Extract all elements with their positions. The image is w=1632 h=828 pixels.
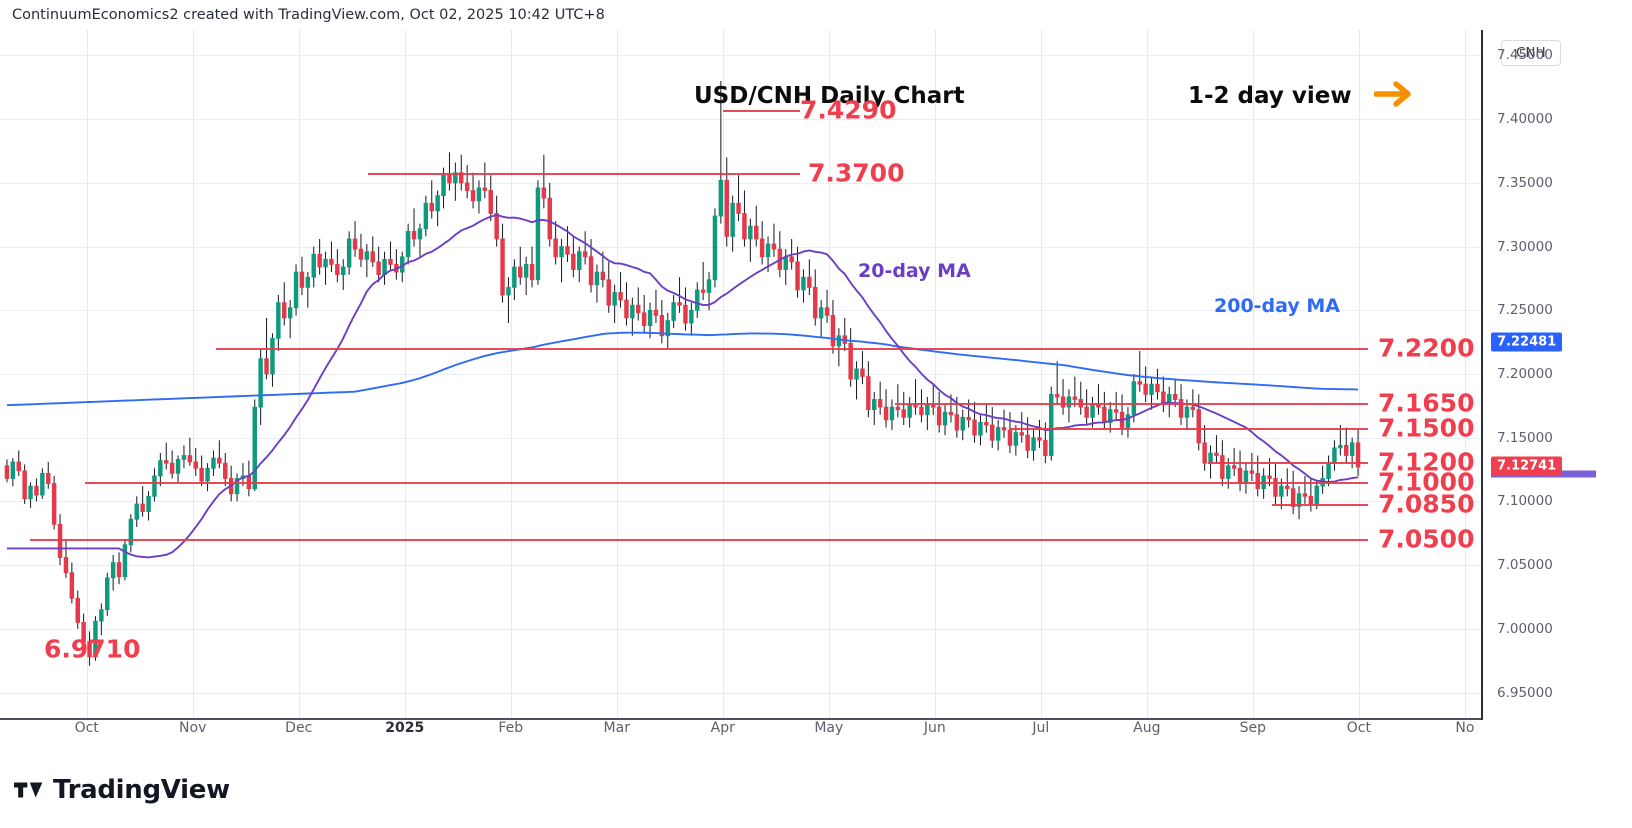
date-axis-tick: Jul [1032, 720, 1050, 736]
price-axis-tick: 6.95000 [1497, 684, 1553, 701]
grid-line-horizontal [0, 501, 1481, 503]
grid-line-vertical [828, 30, 830, 718]
level-label-7-0500: 7.0500 [1378, 524, 1475, 554]
ma20-legend-label: 20-day MA [858, 260, 971, 282]
level-label-7-0850: 7.0850 [1378, 489, 1475, 519]
level-line-7-2200 [216, 348, 1368, 350]
level-line-7-1200 [1208, 462, 1368, 464]
level-line-7-1500 [1010, 428, 1368, 430]
level-label-7-1650: 7.1650 [1378, 388, 1475, 418]
price-badge-ma-200-price: 7.22481 [1491, 332, 1563, 352]
chart-frame: 7.4290 7.3700 7.2200 7.1650 7.1500 7.1200 7.10… [0, 30, 1632, 730]
attribution-text: ContinuumEconomics2 created with Trading… [12, 7, 605, 23]
level-line-7-1650 [895, 403, 1368, 405]
grid-line-vertical [1464, 30, 1466, 718]
level-line-7-1000 [85, 482, 1368, 484]
grid-line-vertical [1252, 30, 1254, 718]
date-axis-tick: Oct [74, 720, 99, 736]
price-axis-tick: 7.10000 [1497, 493, 1553, 510]
grid-line-horizontal [0, 374, 1481, 375]
date-axis-tick: Nov [179, 720, 207, 736]
date-axis-tick: Jun [923, 720, 946, 736]
footer: TradingView [0, 752, 1632, 828]
grid-line-vertical [298, 30, 300, 718]
grid-line-horizontal [0, 182, 1481, 184]
chart-plot-area[interactable]: 7.4290 7.3700 7.2200 7.1650 7.1500 7.1200 7.10… [0, 30, 1481, 718]
price-axis-tick: 7.00000 [1497, 620, 1553, 637]
price-axis-tick: 7.40000 [1497, 111, 1553, 128]
candlestick-series [4, 80, 1361, 666]
price-axis-tick: 7.35000 [1497, 174, 1553, 191]
grid-line-vertical [192, 30, 194, 718]
grid-line-vertical [722, 30, 724, 718]
date-axis[interactable]: Oct Nov Dec 2025 Feb Mar Apr May Jun Jul Aug Sep Oct… [0, 720, 1632, 750]
level-label-7-3700: 7.3700 [808, 158, 905, 188]
date-axis-tick: 2025 [385, 720, 425, 736]
date-axis-tick: No [1455, 720, 1475, 736]
chart-title: USD/CNH Daily Chart [694, 83, 965, 109]
grid-line-horizontal [0, 565, 1481, 567]
x-axis-line [0, 718, 1481, 720]
date-axis-tick: Aug [1133, 720, 1161, 736]
grid-line-vertical [1358, 30, 1360, 718]
date-axis-tick: Oct [1346, 720, 1371, 736]
level-line-7-0500 [30, 539, 1368, 541]
grid-line-vertical [510, 30, 512, 718]
view-note-label: 1-2 day view [1188, 83, 1352, 109]
grid-line-vertical [934, 30, 936, 718]
annotation-layer: 7.4290 7.3700 7.2200 7.1650 7.1500 7.1200 7.10… [0, 30, 1481, 718]
level-label-7-4290: 7.4290 [800, 95, 897, 125]
level-line-7-4290 [723, 110, 800, 112]
grid-line-horizontal [0, 628, 1481, 630]
price-axis-tick: 7.05000 [1497, 557, 1553, 574]
grid-line-vertical [1146, 30, 1148, 718]
level-line-7-3700 [368, 173, 800, 175]
ma200-legend-label: 200-day MA [1214, 295, 1340, 317]
grid-line-horizontal [0, 437, 1481, 439]
grid-line-vertical [86, 30, 88, 718]
price-badge-last-price: 7.12741 [1491, 456, 1563, 476]
grid-line-vertical [1040, 30, 1042, 718]
level-label-7-1000: 7.1000 [1378, 467, 1475, 497]
level-label-7-1500: 7.1500 [1378, 413, 1475, 443]
level-label-7-2200: 7.2200 [1378, 333, 1475, 363]
level-line-7-0850 [1272, 504, 1368, 506]
price-axis-tick: 7.45000 [1497, 47, 1553, 64]
price-axis-tick: 7.20000 [1497, 366, 1553, 382]
tradingview-brand-text: TradingView [53, 775, 230, 805]
date-axis-tick: Sep [1239, 720, 1267, 736]
tradingview-logo-icon [14, 782, 43, 798]
level-label-7-1200: 7.1200 [1378, 447, 1475, 477]
price-axis-tick: 7.25000 [1497, 302, 1553, 319]
y-axis-line [1481, 30, 1483, 730]
grid-line-horizontal [0, 55, 1481, 57]
arrow-right-icon [1374, 81, 1411, 107]
date-axis-tick: Apr [710, 720, 735, 736]
currency-chip: CNH [1501, 40, 1561, 66]
grid-line-horizontal [0, 246, 1481, 248]
grid-line-horizontal [0, 310, 1481, 312]
price-axis-tick: 7.15000 [1497, 429, 1553, 446]
moving-average-lines [6, 213, 1359, 559]
price-axis-tick: 7.30000 [1497, 238, 1553, 255]
grid-line-horizontal [0, 692, 1481, 694]
date-axis-tick: Dec [285, 720, 313, 736]
grid-line-vertical [404, 30, 406, 718]
date-axis-tick: May [814, 720, 844, 736]
level-label-6-9710: 6.9710 [44, 634, 141, 664]
grid-line-horizontal [0, 119, 1481, 121]
price-axis[interactable]: CNH 7.45000 7.40000 7.35000 7.30000 7.25000 7… [1483, 30, 1632, 730]
attribution-bar: ContinuumEconomics2 created with Trading… [0, 0, 1632, 30]
grid-line-vertical [616, 30, 618, 718]
date-axis-tick: Mar [603, 720, 630, 736]
date-axis-tick: Feb [498, 720, 524, 736]
